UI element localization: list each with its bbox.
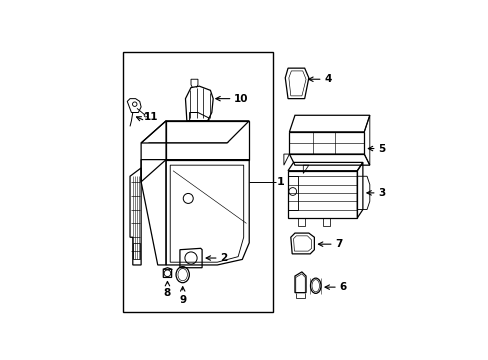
Text: 11: 11 bbox=[143, 112, 158, 122]
Text: 5: 5 bbox=[377, 144, 385, 153]
Text: 8: 8 bbox=[163, 288, 171, 298]
Text: 2: 2 bbox=[220, 253, 227, 263]
Text: 7: 7 bbox=[334, 239, 342, 249]
Text: 6: 6 bbox=[339, 282, 346, 292]
Text: 9: 9 bbox=[179, 294, 186, 305]
Text: 10: 10 bbox=[233, 94, 248, 104]
Text: 4: 4 bbox=[324, 74, 331, 84]
Bar bbox=[123, 51, 272, 312]
Text: 1: 1 bbox=[276, 177, 284, 187]
Text: 3: 3 bbox=[377, 188, 385, 198]
